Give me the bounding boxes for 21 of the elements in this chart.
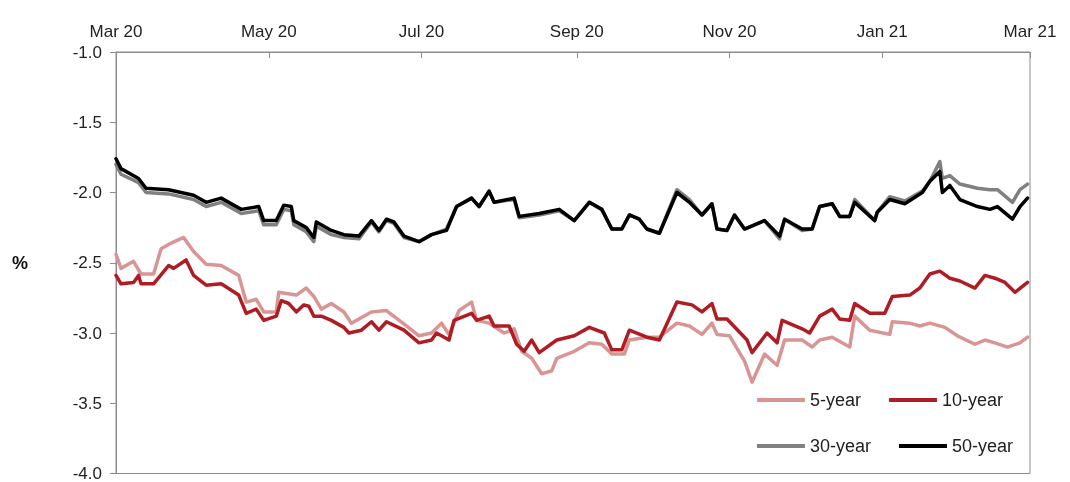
y-tick-label: -2.0 (72, 183, 102, 202)
x-tick-label: Jan 21 (856, 22, 908, 41)
line-series (114, 258, 1030, 355)
y-tick-label: -1.0 (72, 42, 102, 62)
legend-label: 30-year (809, 436, 871, 456)
y-tick-label: -3.0 (72, 323, 102, 343)
y-tick-label: -3.5 (72, 393, 102, 413)
y-tick-label: -2.5 (72, 253, 102, 273)
x-tick-label: Sep 20 (549, 22, 604, 41)
y-tick-label: -4.0 (72, 464, 102, 482)
y-tick-label: -1.5 (72, 112, 102, 132)
x-tick-label: May 20 (240, 22, 297, 41)
legend-label: 5-year (809, 390, 861, 410)
y-axis-title: % (11, 252, 28, 273)
line-series (114, 235, 1030, 384)
x-tick-label: Mar 21 (1003, 22, 1057, 41)
legend-label: 50-year (951, 436, 1014, 456)
x-tick-label: Nov 20 (702, 22, 757, 41)
x-tick-label: Mar 20 (89, 22, 143, 41)
x-tick-label: Jul 20 (398, 22, 445, 41)
legend-label: 10-year (941, 390, 1003, 410)
